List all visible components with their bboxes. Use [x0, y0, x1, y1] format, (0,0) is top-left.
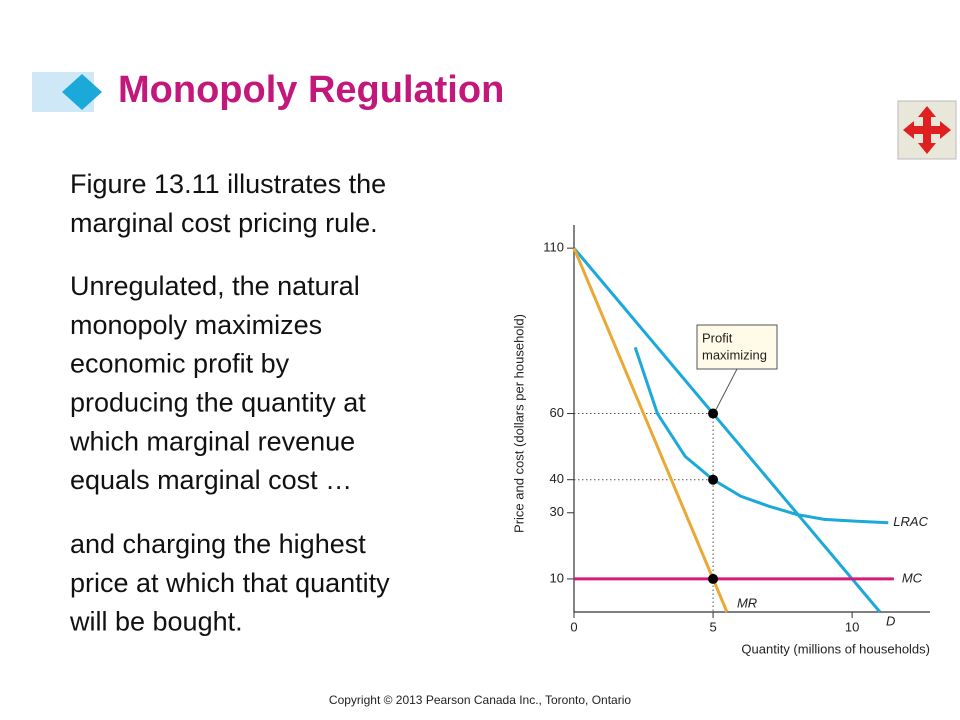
y-tick-label: 30	[550, 504, 564, 519]
body-text-line: monopoly maximizes	[70, 310, 322, 340]
annotation-text: maximizing	[702, 347, 767, 362]
nav-icon[interactable]	[897, 100, 957, 160]
x-tick-label: 5	[709, 619, 716, 634]
body-text-line: Figure 13.11 illustrates the	[70, 169, 386, 199]
annotation-text: Profit	[702, 330, 733, 345]
body-text-line: producing the quantity at	[70, 388, 366, 418]
annotation-box	[696, 324, 778, 370]
y-tick-label: 110	[543, 240, 564, 255]
series-line	[572, 247, 882, 613]
body-text-line: which marginal revenue	[69, 426, 355, 456]
highlight-point	[708, 573, 719, 584]
y-axis-title: Price and cost (dollars per household)	[511, 314, 526, 533]
annotation-pointer	[715, 368, 738, 410]
series-label: MC	[902, 570, 923, 585]
y-tick-label: 10	[550, 570, 564, 585]
series-label: LRAC	[893, 514, 928, 529]
nav-arrows[interactable]	[903, 106, 951, 154]
chart: 10 30 40 60 110 0 5 10 Quantity (millions of hou…	[511, 225, 930, 656]
body-text-line: and charging the highest	[70, 529, 366, 559]
highlight-point	[708, 408, 719, 419]
series-label: D	[886, 613, 895, 628]
x-axis-title: Quantity (millions of households)	[741, 641, 930, 656]
body-text-line: equals marginal cost …	[70, 465, 352, 495]
y-tick-label: 60	[550, 405, 564, 420]
series-line	[572, 247, 729, 613]
series-label: MR	[737, 595, 757, 610]
body-text-line: Unregulated, the natural	[70, 271, 360, 301]
x-tick-label: 0	[570, 619, 577, 634]
body-text-line: will be bought.	[69, 607, 243, 637]
footer: Copyright © 2013 Pearson Canada Inc., To…	[329, 693, 631, 707]
y-tick-label: 40	[550, 471, 564, 486]
title-diamond	[62, 74, 102, 110]
body-text-line: marginal cost pricing rule.	[70, 208, 378, 238]
x-tick-label: 10	[845, 619, 859, 634]
highlight-point	[708, 474, 719, 485]
series-line	[633, 346, 889, 525]
body-text-line: economic profit by	[70, 349, 290, 379]
slide-title: Monopoly Regulation	[118, 69, 504, 111]
body-text-line: price at which that quantity	[70, 568, 390, 598]
